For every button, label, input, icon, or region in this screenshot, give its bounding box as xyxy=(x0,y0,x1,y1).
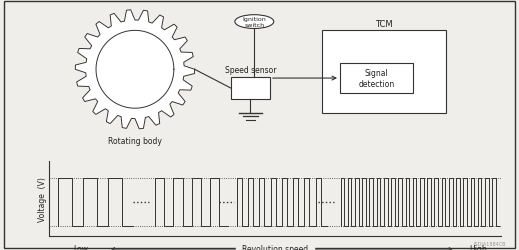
FancyBboxPatch shape xyxy=(4,2,515,248)
Text: Low: Low xyxy=(73,244,88,250)
Polygon shape xyxy=(75,11,195,129)
Text: TCM: TCM xyxy=(375,20,393,29)
Text: Ignition
switch: Ignition switch xyxy=(242,17,266,28)
Text: Speed sensor: Speed sensor xyxy=(225,66,276,75)
FancyBboxPatch shape xyxy=(340,64,413,94)
Text: JSDIA1884CB: JSDIA1884CB xyxy=(473,241,506,246)
FancyBboxPatch shape xyxy=(231,78,270,100)
Text: Signal
detection: Signal detection xyxy=(358,69,394,88)
Text: Revolution speed: Revolution speed xyxy=(242,244,308,250)
FancyBboxPatch shape xyxy=(322,31,446,114)
Y-axis label: Voltage  (V): Voltage (V) xyxy=(37,176,47,221)
Text: High: High xyxy=(469,244,487,250)
Text: Rotating body: Rotating body xyxy=(108,137,162,146)
Ellipse shape xyxy=(235,16,274,30)
Polygon shape xyxy=(96,31,174,109)
